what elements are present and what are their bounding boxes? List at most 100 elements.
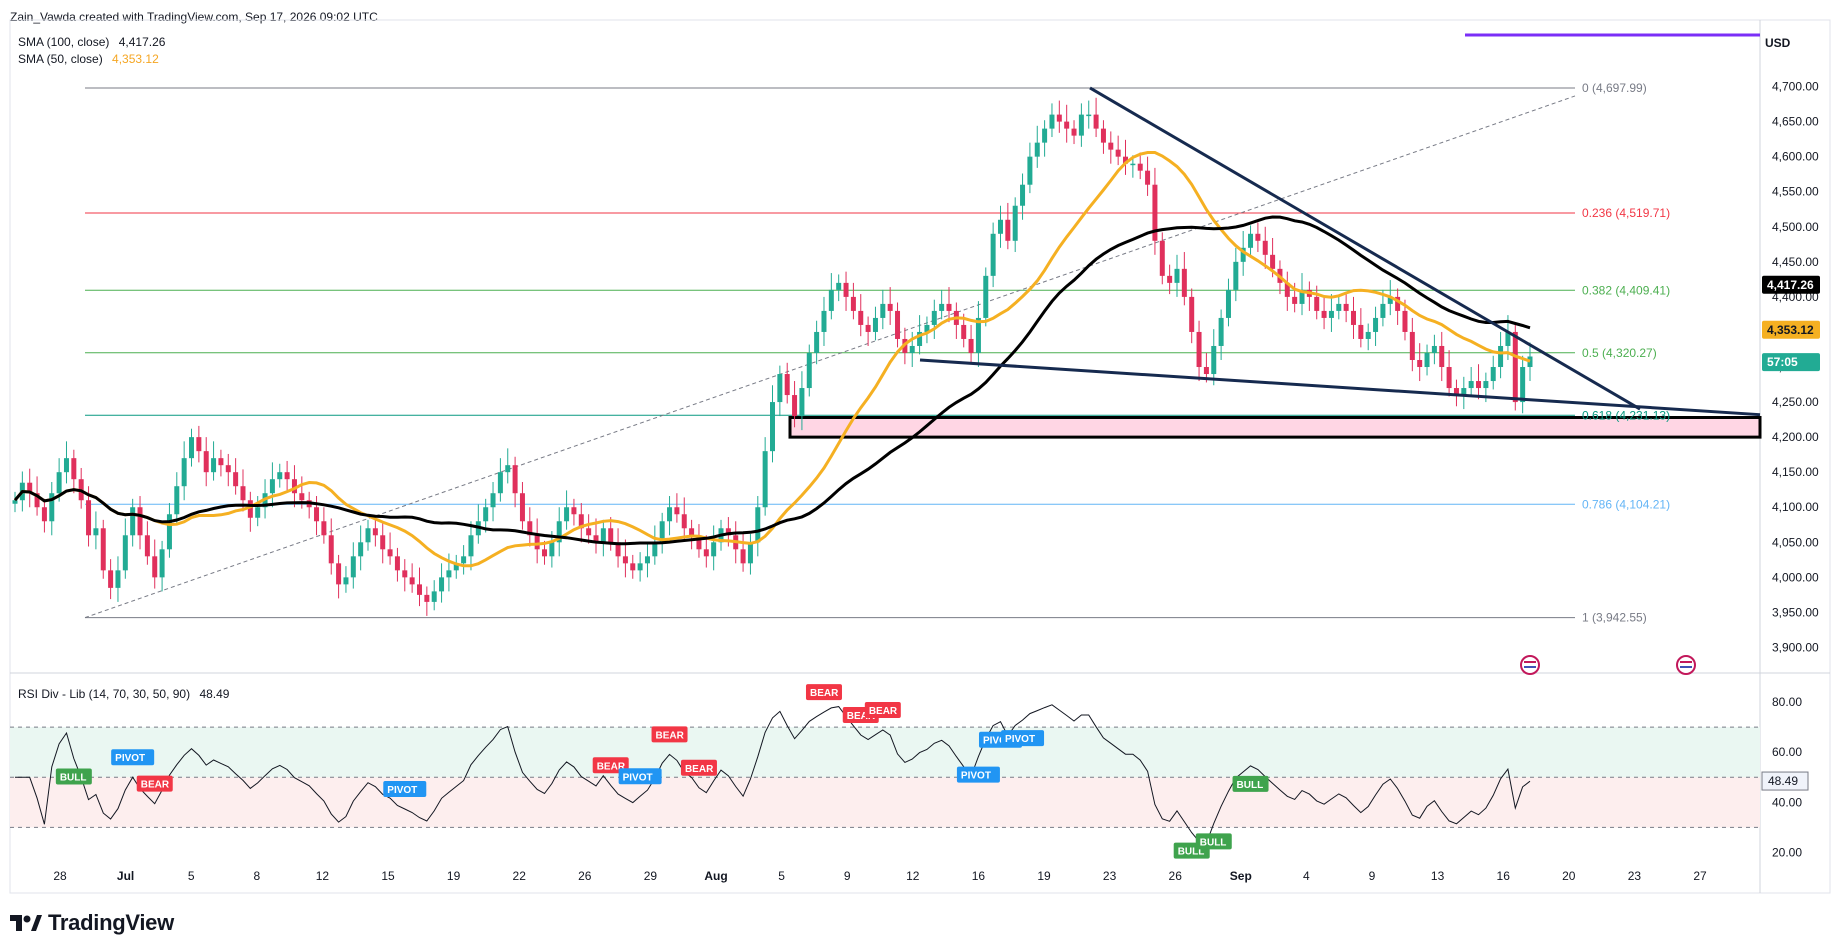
candle-body	[931, 310, 937, 325]
price-tick-label: 4,450.00	[1772, 255, 1819, 269]
rsi-legend[interactable]: RSI Div - Lib (14, 70, 30, 50, 90) 48.49	[18, 687, 229, 701]
sma100-line	[13, 215, 1531, 546]
candle-body	[1490, 367, 1496, 382]
candle-body	[1086, 114, 1092, 117]
candle-body	[696, 535, 702, 550]
candle-body	[519, 493, 525, 522]
price-tick-label: 3,900.00	[1772, 640, 1819, 654]
candle-body	[843, 282, 849, 297]
rsi-signal-label: BEAR	[810, 688, 839, 699]
rsi-signal-label: PIVOT	[1005, 734, 1035, 745]
candle-body	[321, 521, 327, 536]
rsi-tick-label: 20.00	[1772, 845, 1802, 859]
candle-body	[681, 514, 687, 529]
candle-body	[880, 303, 886, 318]
candle-body	[990, 233, 996, 276]
candle-body	[1174, 268, 1180, 283]
candle-body	[814, 331, 820, 353]
countdown-badge: 57:05	[1767, 355, 1798, 369]
fib-level-label: 0.382 (4,409.41)	[1582, 283, 1670, 297]
rsi-tick-label: 80.00	[1772, 695, 1802, 709]
rsi-signal-label: PIVOT	[961, 771, 991, 782]
candle-body	[703, 549, 709, 557]
candle-body	[1255, 233, 1261, 241]
candle-body	[1034, 142, 1040, 157]
x-tick-label: 27	[1693, 869, 1707, 883]
rsi-signal-label: PIVOT	[623, 772, 653, 783]
x-tick-label: 23	[1103, 869, 1117, 883]
candle-body	[314, 507, 320, 522]
candle-body	[674, 507, 680, 515]
price-tick-label: 4,200.00	[1772, 430, 1819, 444]
candle-body	[211, 458, 217, 473]
candle-body	[637, 563, 643, 571]
candle-body	[431, 591, 437, 602]
rsi-signal-label: BULL	[1237, 780, 1264, 791]
candle-body	[1439, 345, 1445, 368]
x-tick-label: 4	[1303, 869, 1310, 883]
candle-body	[1373, 317, 1379, 332]
candle-body	[86, 500, 92, 536]
rsi-signal-bull	[1195, 833, 1232, 850]
candle-body	[1130, 163, 1136, 166]
candle-body	[997, 219, 1003, 234]
candle-body	[409, 577, 415, 585]
candle-body	[711, 542, 717, 557]
candle-body	[137, 507, 143, 536]
candle-body	[1358, 324, 1364, 339]
candle-body	[174, 486, 180, 515]
candle-body	[527, 521, 533, 536]
candle-body	[1380, 303, 1386, 318]
candle-body	[534, 535, 540, 550]
candle-body	[1027, 156, 1033, 185]
candle-body	[247, 500, 253, 518]
candle-body	[100, 528, 106, 571]
rsi-signal-label: BEAR	[685, 764, 714, 775]
x-tick-label: Aug	[704, 869, 727, 883]
candle-body	[299, 493, 305, 501]
candle-body	[1387, 296, 1393, 304]
candle-body	[372, 528, 378, 536]
candle-body	[725, 528, 731, 536]
x-tick-label: 20	[1562, 869, 1576, 883]
candle-body	[1292, 296, 1298, 304]
price-tick-label: 4,000.00	[1772, 570, 1819, 584]
rsi-oversold-band	[10, 777, 1760, 828]
candle-body	[225, 465, 231, 473]
price-tick-label: 4,700.00	[1772, 80, 1819, 94]
candle-body	[291, 479, 297, 494]
x-tick-label: 23	[1628, 869, 1642, 883]
sma50-legend[interactable]: SMA (50, close) 4,353.12	[18, 52, 159, 66]
rsi-signal-label: PIVOT	[387, 785, 417, 796]
upper-trendline	[1089, 86, 1641, 411]
price-tick-label: 4,550.00	[1772, 185, 1819, 199]
rsi-signal-label: BEAR	[847, 711, 876, 722]
candle-body	[652, 542, 658, 557]
candle-body	[1336, 303, 1342, 311]
candle-body	[1064, 121, 1070, 129]
sma100-legend[interactable]: SMA (100, close) 4,417.26	[18, 35, 165, 49]
candle-body	[416, 584, 422, 595]
candle-body	[659, 521, 665, 543]
x-tick-label: 22	[513, 869, 527, 883]
fib-level-label: 1 (3,942.55)	[1582, 611, 1647, 625]
candle-body	[1152, 184, 1158, 241]
price-tick-label: 4,500.00	[1772, 220, 1819, 234]
x-tick-label: 28	[53, 869, 67, 883]
rsi-signal-bear	[680, 759, 717, 776]
x-tick-label: 15	[381, 869, 395, 883]
currency-label[interactable]: USD	[1765, 36, 1791, 50]
candle-body	[152, 556, 158, 578]
tradingview-logo[interactable]: TradingView	[10, 910, 174, 936]
x-tick-label: 9	[844, 869, 851, 883]
sma50-legend-label: SMA (50, close)	[18, 52, 103, 66]
candle-body	[1123, 156, 1129, 164]
candle-body	[1343, 303, 1349, 311]
rsi-signal-label: BEAR	[141, 780, 170, 791]
candle-body	[556, 521, 562, 543]
candle-body	[865, 324, 871, 332]
rsi-signal-bear	[651, 726, 688, 743]
sma100-price-badge-bg	[1762, 275, 1820, 294]
candle-body	[939, 303, 945, 311]
